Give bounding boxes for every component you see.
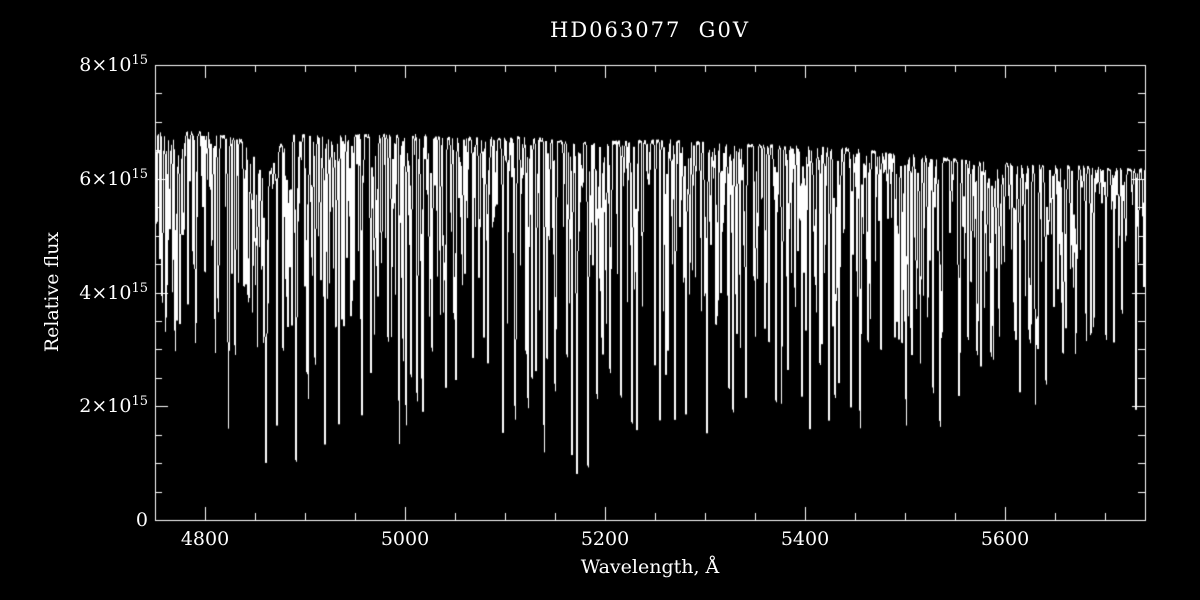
x-tick-label: 5400 bbox=[780, 528, 830, 550]
y-tick-label: 2×1015 bbox=[79, 394, 148, 418]
x-tick-label: 4800 bbox=[180, 528, 230, 550]
y-tick-label: 0 bbox=[135, 509, 148, 531]
x-tick-label: 5600 bbox=[980, 528, 1030, 550]
x-axis-label: Wavelength, Å bbox=[580, 556, 720, 578]
y-tick-label: 6×1015 bbox=[79, 166, 148, 190]
x-tick-label: 5000 bbox=[380, 528, 430, 550]
x-tick-label: 5200 bbox=[580, 528, 630, 550]
y-tick-label: 8×1015 bbox=[79, 53, 148, 76]
chart-title: HD063077 G0V bbox=[550, 18, 750, 42]
y-tick-label: 4×1015 bbox=[79, 280, 148, 304]
